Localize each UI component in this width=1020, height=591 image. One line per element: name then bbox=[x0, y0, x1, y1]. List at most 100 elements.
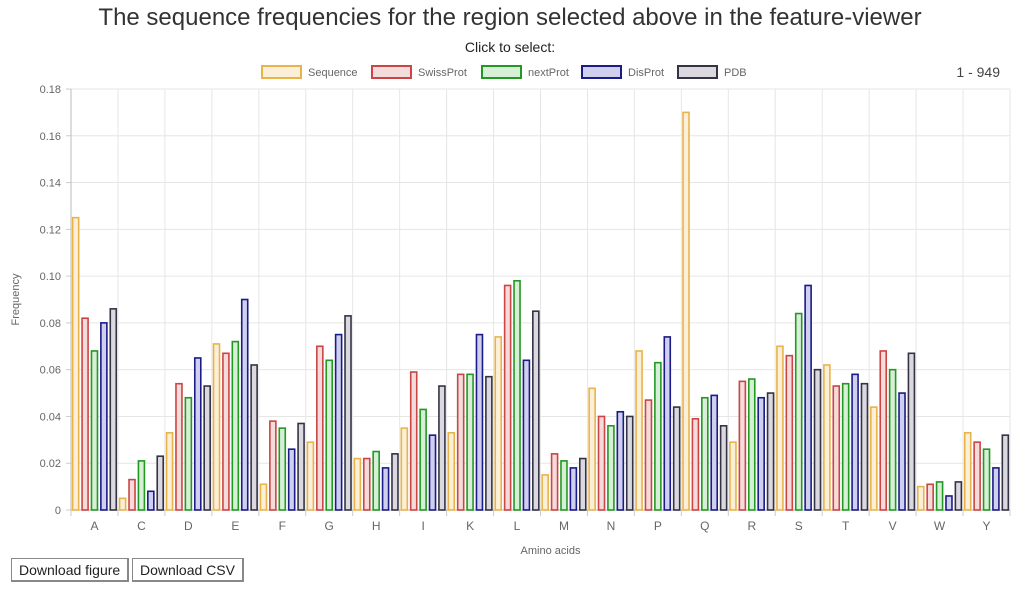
legend-swatch-disprot[interactable] bbox=[581, 65, 622, 79]
bar-pdb-I[interactable] bbox=[438, 385, 446, 511]
bar-pdb-W[interactable] bbox=[954, 481, 963, 511]
bar-pdb-K[interactable] bbox=[485, 375, 493, 511]
bar-pdb-V[interactable] bbox=[907, 352, 916, 511]
bar-swissprot-S[interactable] bbox=[785, 354, 794, 511]
bar-disprot-D[interactable] bbox=[193, 357, 202, 511]
bar-disprot-Q[interactable] bbox=[710, 394, 719, 511]
bar-sequence-V[interactable] bbox=[870, 406, 878, 511]
bar-swissprot-Y[interactable] bbox=[973, 441, 981, 511]
bar-nextprot-F[interactable] bbox=[278, 427, 287, 511]
download-figure-button[interactable]: Download figure bbox=[11, 558, 130, 582]
bar-swissprot-W[interactable] bbox=[926, 483, 934, 511]
bar-nextprot-G[interactable] bbox=[325, 359, 334, 511]
bar-disprot-Y[interactable] bbox=[992, 467, 1000, 511]
bar-swissprot-D[interactable] bbox=[175, 382, 183, 511]
bar-pdb-D[interactable] bbox=[203, 385, 211, 511]
bar-swissprot-H[interactable] bbox=[362, 457, 371, 511]
bar-swissprot-A[interactable] bbox=[81, 317, 89, 511]
bar-sequence-E[interactable] bbox=[212, 343, 221, 511]
bar-disprot-F[interactable] bbox=[287, 448, 296, 511]
bar-nextprot-A[interactable] bbox=[90, 350, 99, 511]
bar-sequence-M[interactable] bbox=[541, 474, 549, 511]
bar-nextprot-Q[interactable] bbox=[701, 396, 709, 511]
bar-pdb-A[interactable] bbox=[109, 308, 118, 511]
bar-swissprot-E[interactable] bbox=[222, 352, 230, 511]
bar-sequence-P[interactable] bbox=[635, 350, 643, 511]
bar-nextprot-H[interactable] bbox=[372, 450, 380, 511]
legend-swatch-swissprot[interactable] bbox=[371, 65, 412, 79]
bar-disprot-L[interactable] bbox=[522, 359, 531, 511]
bar-pdb-R[interactable] bbox=[766, 392, 775, 511]
bar-pdb-C[interactable] bbox=[156, 455, 165, 511]
bar-disprot-W[interactable] bbox=[945, 495, 953, 511]
bar-sequence-R[interactable] bbox=[729, 441, 737, 511]
bar-sequence-C[interactable] bbox=[118, 497, 127, 511]
bar-nextprot-P[interactable] bbox=[654, 361, 662, 511]
download-csv-button[interactable]: Download CSV bbox=[132, 558, 244, 582]
bar-sequence-F[interactable] bbox=[259, 483, 268, 511]
bar-swissprot-G[interactable] bbox=[316, 345, 324, 511]
bar-sequence-Y[interactable] bbox=[963, 432, 972, 511]
bar-disprot-E[interactable] bbox=[240, 298, 249, 511]
bar-nextprot-Y[interactable] bbox=[982, 448, 991, 511]
bar-sequence-I[interactable] bbox=[400, 427, 409, 511]
bar-sequence-L[interactable] bbox=[494, 336, 503, 511]
bar-swissprot-N[interactable] bbox=[597, 415, 606, 511]
bar-nextprot-L[interactable] bbox=[513, 279, 521, 511]
bar-nextprot-W[interactable] bbox=[935, 481, 944, 511]
bar-sequence-S[interactable] bbox=[776, 345, 784, 511]
bar-pdb-E[interactable] bbox=[250, 364, 258, 511]
bar-pdb-Y[interactable] bbox=[1001, 434, 1010, 511]
bar-pdb-G[interactable] bbox=[344, 315, 352, 511]
bar-sequence-Q[interactable] bbox=[682, 111, 690, 511]
bar-sequence-H[interactable] bbox=[353, 457, 362, 511]
bar-disprot-H[interactable] bbox=[381, 467, 390, 511]
bar-pdb-L[interactable] bbox=[532, 310, 540, 511]
bar-pdb-F[interactable] bbox=[297, 422, 305, 511]
bar-pdb-N[interactable] bbox=[625, 415, 634, 511]
bar-disprot-P[interactable] bbox=[663, 336, 672, 511]
bar-swissprot-M[interactable] bbox=[550, 453, 559, 511]
bar-nextprot-N[interactable] bbox=[607, 424, 615, 511]
bar-nextprot-T[interactable] bbox=[841, 382, 850, 511]
bar-pdb-P[interactable] bbox=[672, 406, 681, 511]
bar-sequence-G[interactable] bbox=[306, 441, 315, 511]
bar-swissprot-C[interactable] bbox=[128, 478, 136, 511]
bar-nextprot-D[interactable] bbox=[184, 396, 193, 511]
bar-pdb-Q[interactable] bbox=[719, 424, 728, 511]
bar-disprot-K[interactable] bbox=[475, 333, 484, 511]
bar-swissprot-V[interactable] bbox=[879, 350, 888, 511]
bar-disprot-V[interactable] bbox=[898, 392, 906, 511]
bar-disprot-S[interactable] bbox=[804, 284, 812, 511]
bar-pdb-S[interactable] bbox=[813, 368, 822, 511]
bar-sequence-A[interactable] bbox=[71, 216, 80, 511]
bar-nextprot-R[interactable] bbox=[747, 378, 756, 511]
bar-sequence-K[interactable] bbox=[447, 432, 456, 511]
bar-sequence-N[interactable] bbox=[588, 387, 596, 511]
bar-pdb-M[interactable] bbox=[578, 457, 587, 511]
bar-swissprot-K[interactable] bbox=[456, 373, 465, 511]
bar-disprot-T[interactable] bbox=[851, 373, 859, 511]
bar-nextprot-E[interactable] bbox=[231, 340, 240, 511]
bar-sequence-D[interactable] bbox=[165, 432, 174, 511]
bar-disprot-A[interactable] bbox=[100, 322, 108, 511]
bar-disprot-R[interactable] bbox=[757, 396, 765, 511]
bar-swissprot-P[interactable] bbox=[644, 399, 653, 511]
bar-disprot-N[interactable] bbox=[616, 410, 625, 511]
bar-pdb-H[interactable] bbox=[391, 453, 399, 511]
bar-swissprot-I[interactable] bbox=[409, 371, 418, 511]
bar-nextprot-V[interactable] bbox=[888, 368, 897, 511]
bar-swissprot-T[interactable] bbox=[832, 385, 841, 511]
bar-swissprot-L[interactable] bbox=[503, 284, 512, 511]
bar-sequence-T[interactable] bbox=[823, 364, 831, 511]
legend-swatch-nextprot[interactable] bbox=[481, 65, 522, 79]
bar-nextprot-K[interactable] bbox=[466, 373, 474, 511]
bar-sequence-W[interactable] bbox=[916, 485, 925, 511]
bar-nextprot-M[interactable] bbox=[560, 460, 568, 511]
bar-disprot-G[interactable] bbox=[334, 333, 343, 511]
bar-nextprot-I[interactable] bbox=[419, 408, 427, 511]
legend-swatch-pdb[interactable] bbox=[677, 65, 718, 79]
bar-swissprot-R[interactable] bbox=[738, 380, 747, 511]
bar-disprot-M[interactable] bbox=[569, 467, 578, 511]
bar-pdb-T[interactable] bbox=[860, 382, 869, 511]
